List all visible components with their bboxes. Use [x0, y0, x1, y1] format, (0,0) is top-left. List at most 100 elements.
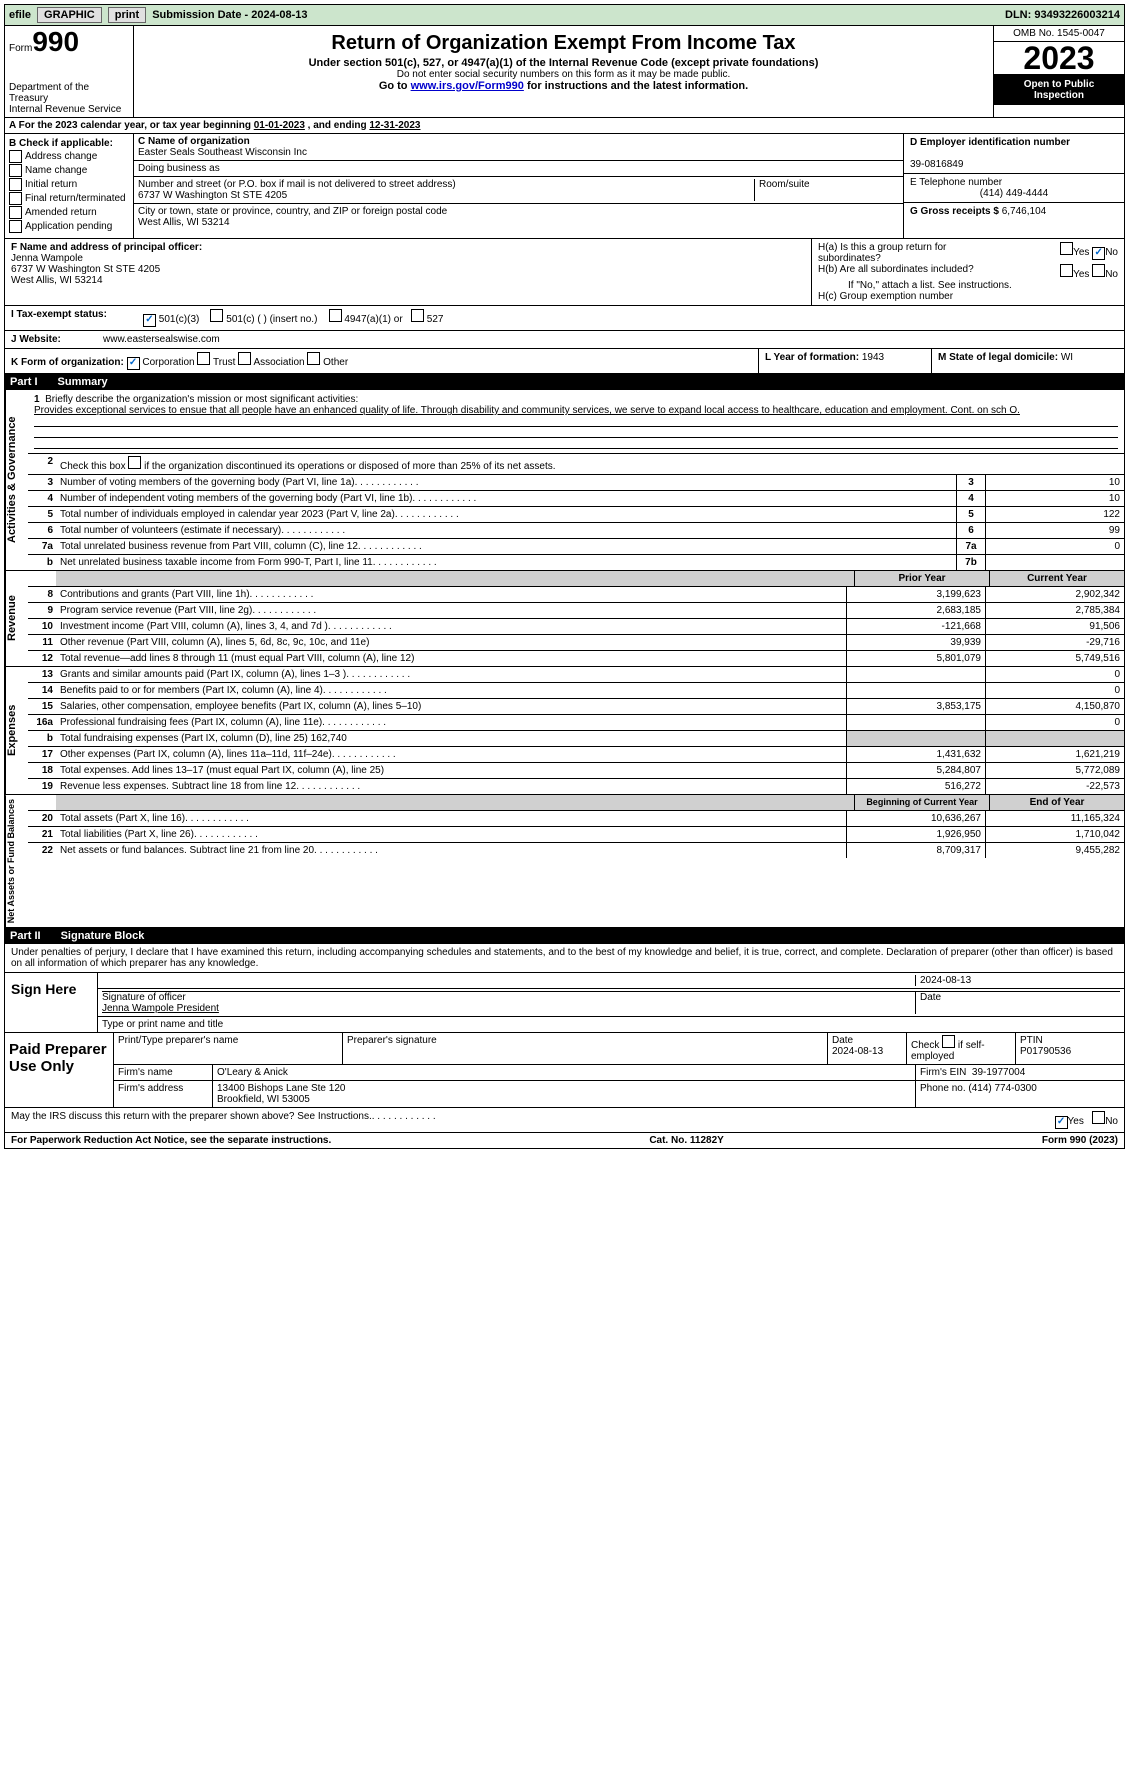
line-5: 5Total number of individuals employed in…: [28, 507, 1124, 523]
expenses-section: Expenses 13Grants and similar amounts pa…: [4, 667, 1125, 795]
omb-number: OMB No. 1545-0047: [994, 26, 1124, 41]
lbl-application-pending: Application pending: [25, 221, 112, 232]
cb-hb-yes[interactable]: [1060, 264, 1073, 277]
hb-label: H(b) Are all subordinates included?: [818, 264, 974, 280]
cb-corp[interactable]: [127, 357, 140, 370]
line21-begin: 1,926,950: [846, 827, 985, 842]
officer-name: Jenna Wampole: [11, 253, 83, 264]
dba-label: Doing business as: [138, 163, 220, 174]
line8-current: 2,902,342: [985, 587, 1124, 602]
street-value: 6737 W Washington St STE 4205: [138, 190, 287, 201]
line3-text: Number of voting members of the governin…: [60, 477, 355, 488]
firm-ein: 39-1977004: [972, 1067, 1025, 1078]
line14-prior: [846, 683, 985, 698]
line21-text: Total liabilities (Part X, line 26): [60, 829, 194, 840]
sign-date: 2024-08-13: [915, 975, 1120, 986]
head-begin-year: Beginning of Current Year: [854, 795, 989, 810]
part1-header: Part I Summary: [4, 374, 1125, 390]
cb-hb-no[interactable]: [1092, 264, 1105, 277]
graphic-button[interactable]: GRAPHIC: [37, 7, 102, 23]
section-fh: F Name and address of principal officer:…: [4, 239, 1125, 306]
line-7a: 7aTotal unrelated business revenue from …: [28, 539, 1124, 555]
lbl-initial-return: Initial return: [25, 179, 77, 190]
lbl-address-change: Address change: [25, 151, 97, 162]
cb-assoc[interactable]: [238, 352, 251, 365]
line13-text: Grants and similar amounts paid (Part IX…: [60, 669, 346, 680]
discuss-no: No: [1105, 1116, 1118, 1127]
topbar: efile GRAPHIC print Submission Date - 20…: [4, 4, 1125, 26]
line-3: 3Number of voting members of the governi…: [28, 475, 1124, 491]
section-bcde: B Check if applicable: Address change Na…: [4, 134, 1125, 239]
line7b-text: Net unrelated business taxable income fr…: [60, 557, 373, 568]
ein-value: 39-0816849: [910, 159, 963, 170]
lbl-amended-return: Amended return: [25, 207, 97, 218]
line15-current: 4,150,870: [985, 699, 1124, 714]
firm-addr2: Brookfield, WI 53005: [217, 1094, 310, 1105]
submission-value: 2024-08-13: [251, 9, 307, 21]
cb-initial-return[interactable]: [9, 178, 22, 191]
line4-text: Number of independent voting members of …: [60, 493, 412, 504]
paid-preparer-section: Paid Preparer Use Only Print/Type prepar…: [4, 1033, 1125, 1108]
line11-current: -29,716: [985, 635, 1124, 650]
org-name: Easter Seals Southeast Wisconsin Inc: [138, 147, 307, 158]
cb-other[interactable]: [307, 352, 320, 365]
col-b-checkboxes: B Check if applicable: Address change Na…: [5, 134, 134, 238]
firm-name-label: Firm's name: [114, 1065, 213, 1080]
line16b-prior: [846, 731, 985, 746]
side-expenses: Expenses: [5, 667, 28, 794]
lbl-final-return: Final return/terminated: [25, 193, 126, 204]
gross-value: 6,746,104: [1002, 206, 1047, 217]
header-title-block: Return of Organization Exempt From Incom…: [134, 26, 993, 117]
cb-4947a1[interactable]: [329, 309, 342, 322]
cb-ha-no[interactable]: [1092, 247, 1105, 260]
header-sub2: Do not enter social security numbers on …: [138, 69, 989, 80]
line1-label: Briefly describe the organization's miss…: [45, 394, 358, 405]
cb-discuss-no[interactable]: [1092, 1111, 1105, 1124]
footer-left: For Paperwork Reduction Act Notice, see …: [11, 1135, 331, 1146]
cb-line2[interactable]: [128, 456, 141, 469]
line12-current: 5,749,516: [985, 651, 1124, 666]
print-button[interactable]: print: [108, 7, 146, 23]
line4-value: 10: [985, 491, 1124, 506]
cb-501c3[interactable]: [143, 314, 156, 327]
line6-value: 99: [985, 523, 1124, 538]
phone-label: E Telephone number: [910, 177, 1002, 188]
city-value: West Allis, WI 53214: [138, 217, 230, 228]
line14-current: 0: [985, 683, 1124, 698]
cb-527[interactable]: [411, 309, 424, 322]
line-11: 11Other revenue (Part VIII, column (A), …: [28, 635, 1124, 651]
prep-date: 2024-08-13: [832, 1046, 883, 1057]
preparer-name-label: Print/Type preparer's name: [114, 1033, 343, 1064]
line22-text: Net assets or fund balances. Subtract li…: [60, 845, 314, 856]
cb-address-change[interactable]: [9, 150, 22, 163]
irs-link[interactable]: www.irs.gov/Form990: [411, 80, 524, 92]
street-label: Number and street (or P.O. box if mail i…: [138, 179, 456, 190]
line17-text: Other expenses (Part IX, column (A), lin…: [60, 749, 332, 760]
cb-self-employed[interactable]: [942, 1035, 955, 1048]
cb-application-pending[interactable]: [9, 220, 22, 233]
line22-end: 9,455,282: [985, 843, 1124, 858]
cb-discuss-yes[interactable]: [1055, 1116, 1068, 1129]
type-name-label: Type or print name and title: [102, 1019, 1120, 1030]
line19-current: -22,573: [985, 779, 1124, 794]
line7a-value: 0: [985, 539, 1124, 554]
rowA-begin: 01-01-2023: [254, 120, 305, 131]
cb-ha-yes[interactable]: [1060, 242, 1073, 255]
goto-pre: Go to: [379, 80, 411, 92]
cb-trust[interactable]: [197, 352, 210, 365]
footer-mid: Cat. No. 11282Y: [649, 1135, 723, 1146]
line-13: 13Grants and similar amounts paid (Part …: [28, 667, 1124, 683]
line16a-prior: [846, 715, 985, 730]
cb-501c-other[interactable]: [210, 309, 223, 322]
firm-addr-label: Firm's address: [114, 1081, 213, 1107]
goto-post: for instructions and the latest informat…: [524, 80, 748, 92]
line-9: 9Program service revenue (Part VIII, lin…: [28, 603, 1124, 619]
colB-head: B Check if applicable:: [9, 138, 129, 149]
line16a-current: 0: [985, 715, 1124, 730]
cb-final-return[interactable]: [9, 192, 22, 205]
cb-name-change[interactable]: [9, 164, 22, 177]
cb-amended-return[interactable]: [9, 206, 22, 219]
mission-text: Provides exceptional services to ensue t…: [34, 405, 1020, 416]
state-domicile: WI: [1061, 352, 1073, 363]
line13-current: 0: [985, 667, 1124, 682]
